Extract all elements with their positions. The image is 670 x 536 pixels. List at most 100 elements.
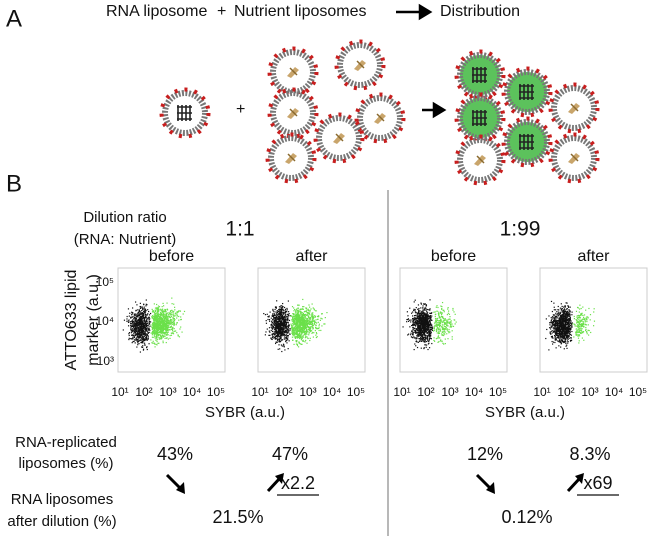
point (282, 324, 284, 326)
point (442, 329, 444, 331)
point (136, 327, 138, 329)
panel-label: A (6, 5, 22, 32)
point (283, 312, 285, 314)
point (276, 339, 279, 341)
point (167, 338, 169, 340)
point (444, 318, 446, 320)
point (413, 337, 416, 339)
point (556, 314, 558, 316)
point (324, 317, 326, 319)
point (561, 305, 563, 308)
point (130, 316, 132, 318)
point (412, 331, 414, 333)
point (301, 331, 303, 334)
point (565, 318, 567, 320)
point (279, 308, 282, 310)
point (427, 312, 429, 314)
point (272, 325, 275, 328)
point (131, 325, 133, 327)
point (443, 311, 445, 313)
point (554, 335, 556, 338)
point (170, 323, 172, 325)
point (299, 342, 301, 345)
point (563, 320, 565, 322)
point (166, 318, 168, 320)
point (139, 319, 142, 321)
point (268, 327, 271, 329)
point (170, 325, 173, 327)
point (448, 332, 450, 334)
point (550, 320, 552, 322)
point (552, 330, 554, 332)
point (428, 333, 430, 335)
point (285, 326, 287, 328)
point (303, 325, 305, 327)
point (283, 333, 285, 336)
point (153, 334, 155, 336)
point (156, 330, 158, 332)
point (272, 308, 274, 311)
point (279, 337, 281, 340)
point (416, 319, 418, 321)
point (141, 346, 143, 348)
point (283, 332, 285, 334)
point (568, 311, 570, 313)
point (137, 326, 140, 329)
point (437, 306, 439, 309)
point (550, 319, 552, 321)
point (312, 318, 314, 321)
point (160, 325, 162, 328)
point (158, 324, 160, 326)
point (297, 323, 299, 326)
point (425, 323, 427, 325)
point (299, 323, 302, 325)
point (140, 317, 142, 319)
point (297, 326, 299, 328)
x-tick-label: 10¹ (251, 385, 268, 399)
point (142, 340, 144, 342)
point (321, 325, 323, 327)
point (424, 322, 426, 324)
point (304, 341, 306, 343)
point (293, 334, 295, 337)
point (300, 313, 302, 315)
point (425, 316, 427, 318)
point (282, 323, 284, 325)
point (274, 324, 276, 326)
point (154, 314, 157, 316)
point (550, 330, 553, 332)
point (424, 337, 426, 339)
point (134, 301, 137, 303)
point (280, 344, 283, 346)
point (447, 310, 450, 312)
point (152, 333, 154, 335)
point (131, 323, 133, 325)
point (318, 323, 320, 325)
point (293, 329, 295, 331)
point (306, 311, 308, 313)
point (269, 334, 271, 336)
point (128, 319, 130, 321)
point (278, 336, 280, 338)
point (421, 336, 424, 338)
point (555, 316, 557, 318)
point (567, 313, 569, 315)
point (169, 310, 172, 313)
x-tick-label: 10⁵ (207, 385, 225, 399)
point (291, 319, 293, 321)
point (568, 317, 570, 319)
point (301, 323, 303, 325)
point (310, 315, 313, 317)
point (296, 341, 298, 343)
point (269, 311, 271, 313)
point (155, 320, 157, 323)
point (155, 330, 157, 332)
point (427, 314, 429, 316)
point (272, 321, 274, 323)
point (431, 328, 433, 330)
point (561, 310, 563, 312)
point (158, 317, 160, 319)
point (312, 328, 314, 330)
point (143, 308, 145, 310)
point (143, 303, 145, 305)
